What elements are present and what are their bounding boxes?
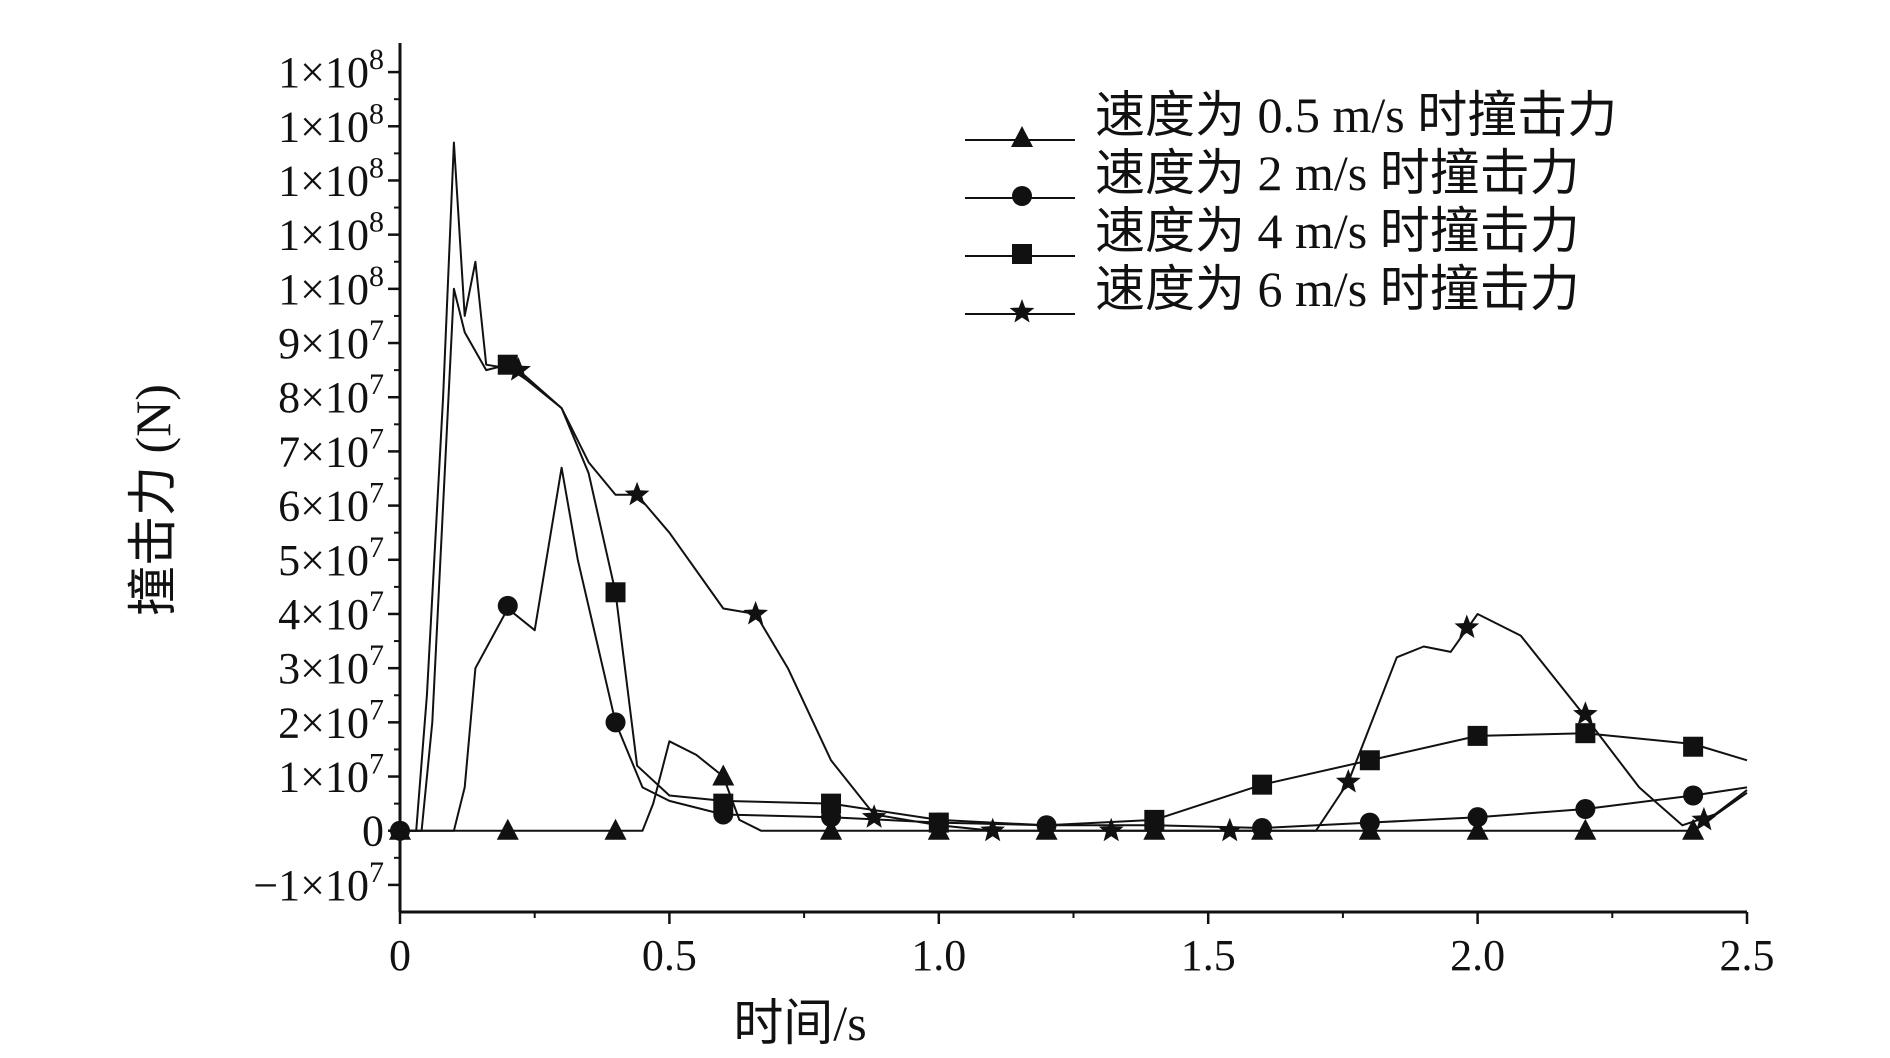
data-point-star [861, 804, 887, 828]
data-point-star [1454, 614, 1480, 638]
y-tick-label: 8×107 [278, 368, 384, 422]
data-point-square [821, 793, 842, 814]
data-point-star [1573, 701, 1598, 725]
series-line-star [400, 141, 1748, 832]
data-point-star [624, 481, 650, 506]
data-point-star [743, 601, 768, 625]
y-tick-label: 3×107 [278, 639, 384, 693]
data-point-triangle [1574, 818, 1597, 840]
legend-marker-star [1009, 299, 1035, 323]
data-point-circle [1252, 818, 1273, 839]
data-point-triangle [820, 818, 843, 840]
y-tick-label: 7×107 [278, 422, 384, 476]
legend-marker-square [1012, 244, 1032, 264]
data-point-circle [497, 595, 518, 616]
data-point-circle [1575, 799, 1596, 820]
data-point-star [1691, 806, 1717, 831]
legend-marker-circle [1012, 186, 1032, 206]
legend-item: 速度为 0.5 m/s 时撞击力 [965, 87, 1617, 147]
x-tick-label: 0.5 [642, 931, 697, 980]
data-point-square [1467, 725, 1488, 746]
x-axis-title: 时间/s [733, 995, 866, 1051]
legend-label: 速度为 0.5 m/s 时撞击力 [1095, 87, 1617, 143]
y-tick-label: 1×108 [278, 97, 384, 151]
data-point-circle [1683, 785, 1704, 806]
legend-label: 速度为 6 m/s 时撞击力 [1095, 261, 1580, 317]
series-line-circle [400, 466, 1748, 832]
data-point-square [1144, 809, 1165, 830]
y-tick-label: 1×108 [278, 206, 384, 260]
data-point-square [1359, 750, 1380, 771]
data-point-square [1252, 774, 1273, 795]
y-tick-label: 6×107 [278, 477, 384, 531]
y-tick-label: 2×107 [278, 693, 384, 747]
data-point-circle [605, 712, 626, 733]
legend-item: 速度为 2 m/s 时撞击力 [965, 145, 1580, 206]
data-point-square [605, 582, 626, 603]
data-point-triangle [1466, 818, 1489, 840]
y-tick-label: 5×107 [278, 531, 384, 585]
legend-item: 速度为 4 m/s 时撞击力 [965, 203, 1580, 264]
data-point-star [506, 357, 531, 381]
data-point-triangle [1682, 818, 1705, 840]
y-axis-title: 撞击力 (N) [125, 384, 181, 616]
data-point-star [1335, 769, 1361, 793]
x-tick-label: 1.5 [1181, 931, 1236, 980]
plot-area [389, 141, 1748, 842]
data-point-triangle [496, 818, 519, 840]
series-square [400, 287, 1748, 833]
data-point-star [1098, 817, 1124, 842]
legend-label: 速度为 2 m/s 时撞击力 [1095, 145, 1580, 201]
x-tick-label: 1.0 [911, 931, 966, 980]
data-point-square [713, 793, 734, 814]
y-tick-label: 1×107 [278, 748, 384, 802]
series-line-triangle [400, 740, 1748, 832]
y-tick-label: −1×107 [253, 856, 384, 910]
y-tick-label: 1×108 [278, 43, 384, 97]
data-point-triangle [712, 764, 735, 786]
data-point-square [1683, 736, 1704, 757]
data-point-circle [1359, 812, 1380, 833]
x-tick-label: 2.0 [1450, 931, 1505, 980]
y-tick-label: 9×107 [278, 314, 384, 368]
y-tick-label: 1×108 [278, 151, 384, 205]
legend-label: 速度为 4 m/s 时撞击力 [1095, 203, 1580, 259]
data-point-star [980, 817, 1005, 842]
data-point-square [928, 812, 949, 833]
data-point-triangle [604, 818, 627, 840]
data-point-circle [1467, 807, 1488, 828]
data-point-star [1217, 817, 1243, 842]
y-tick-label: 4×107 [278, 585, 384, 639]
y-tick-label: 1×108 [278, 260, 384, 314]
x-tick-label: 2.5 [1720, 931, 1775, 980]
x-tick-label: 0 [389, 931, 411, 980]
data-point-square [1575, 723, 1596, 744]
y-tick-label: 0 [362, 807, 384, 856]
legend-item: 速度为 6 m/s 时撞击力 [965, 261, 1580, 323]
legend-marker-triangle [1011, 126, 1033, 147]
series-star [400, 141, 1748, 842]
